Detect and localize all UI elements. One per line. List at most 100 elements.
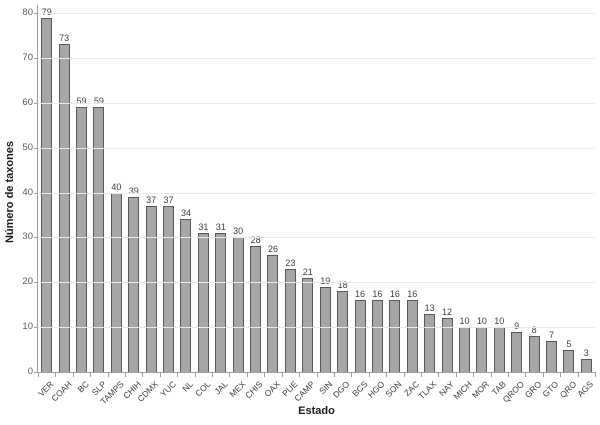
bar-yuc xyxy=(163,205,175,372)
x-tick-label: JAL xyxy=(212,379,230,397)
bar-jal xyxy=(215,232,227,372)
x-axis-tick xyxy=(386,373,388,377)
bar-value-label: 34 xyxy=(180,208,191,219)
gridline xyxy=(38,13,595,14)
x-axis-tick xyxy=(194,373,196,377)
bar-sin xyxy=(319,286,331,372)
x-tick-label: COL xyxy=(192,379,213,399)
x-tick-label: MOR xyxy=(469,379,491,401)
y-tick-label: 20 xyxy=(22,276,33,288)
x-axis-tick xyxy=(420,373,422,377)
bar-value-label: 37 xyxy=(146,194,157,205)
bar-slot: 8 xyxy=(525,325,542,372)
bar-slot: 40 xyxy=(108,182,125,372)
y-axis-tick xyxy=(34,372,38,373)
y-axis-tick xyxy=(34,327,38,329)
bar-tab xyxy=(493,327,505,372)
x-axis-tick xyxy=(351,373,353,377)
x-axis-tick xyxy=(142,373,144,377)
y-tick-label: 10 xyxy=(22,321,33,333)
bar-ver xyxy=(41,17,53,372)
bar-slot: 23 xyxy=(282,258,299,372)
bar-value-label: 21 xyxy=(302,266,313,277)
bar-slot: 12 xyxy=(438,307,455,372)
x-axis-tick xyxy=(177,373,179,377)
x-axis-tick xyxy=(577,373,579,377)
bar-value-label: 30 xyxy=(233,226,244,237)
bar-slot: 16 xyxy=(386,289,403,372)
x-tick-label: DGO xyxy=(330,379,352,400)
x-axis-line xyxy=(38,372,596,373)
bar-value-label: 26 xyxy=(267,244,278,255)
bar-slot: 5 xyxy=(560,339,577,372)
bar-slot: 30 xyxy=(229,226,246,372)
x-axis-tick xyxy=(299,373,301,377)
x-axis-tick xyxy=(125,373,127,377)
y-axis-line xyxy=(37,5,38,373)
bar-value-label: 10 xyxy=(476,316,487,327)
bar-slot: 10 xyxy=(456,316,473,372)
x-axis-tick xyxy=(403,373,405,377)
bar-bcs xyxy=(354,300,366,372)
bar-mich xyxy=(458,327,470,372)
bar-nl xyxy=(180,219,192,372)
bar-cdmx xyxy=(145,205,157,372)
plot-area: 79 73 59 59 40 39 37 37 34 31 31 30 28 26 23 21 19 18 16 16… xyxy=(38,7,595,372)
gridline xyxy=(38,57,595,59)
bar-col xyxy=(197,232,209,372)
bar-slot: 13 xyxy=(421,303,438,372)
bar-slot: 73 xyxy=(55,33,72,372)
bar-hgo xyxy=(371,300,383,372)
gridline xyxy=(38,102,595,104)
x-axis-tick xyxy=(560,373,562,377)
bar-oax xyxy=(267,255,279,372)
bar-value-label: 16 xyxy=(355,289,366,300)
x-axis-tick xyxy=(595,373,596,377)
bar-slot: 18 xyxy=(334,280,351,372)
gridline xyxy=(38,237,595,239)
bar-slot: 59 xyxy=(73,96,90,372)
bar-slot: 28 xyxy=(247,235,264,372)
x-axis-tick xyxy=(55,373,57,377)
x-tick-label: TLAX xyxy=(416,379,439,402)
x-axis-title: Estado xyxy=(298,405,335,417)
x-axis-tick xyxy=(490,373,492,377)
x-tick-label: MEX xyxy=(227,379,248,400)
bar-qro xyxy=(563,349,575,372)
x-axis-tick xyxy=(473,373,475,377)
bar-slot: 7 xyxy=(543,330,560,372)
bar-dgo xyxy=(337,291,349,372)
x-tick-label: QRO xyxy=(557,379,578,400)
bar-slot: 26 xyxy=(264,244,281,372)
y-tick-label: 70 xyxy=(22,51,33,63)
y-tick-label: 80 xyxy=(22,7,33,18)
x-tick-label: HGO xyxy=(365,379,387,400)
bar-value-label: 39 xyxy=(128,186,139,196)
y-axis-tick xyxy=(34,237,38,239)
bar-slot: 59 xyxy=(90,96,107,372)
gridline xyxy=(38,192,595,194)
bar-slot: 37 xyxy=(160,195,177,372)
bar-value-label: 28 xyxy=(250,235,261,246)
bar-camp xyxy=(302,277,314,372)
bar-son xyxy=(389,300,401,372)
x-axis-tick xyxy=(212,373,214,377)
gridline xyxy=(38,147,595,149)
bar-slot: 31 xyxy=(195,222,212,372)
x-axis-tick xyxy=(455,373,457,377)
x-axis-tick xyxy=(438,373,440,377)
x-axis-tick xyxy=(90,373,92,377)
bar-qroo xyxy=(511,331,523,372)
x-axis-tick xyxy=(246,373,248,377)
x-axis-tick xyxy=(542,373,544,377)
bars-row: 79 73 59 59 40 39 37 37 34 31 31 30 28 26 23 21 19 18 16 16… xyxy=(38,7,595,372)
y-axis-tick xyxy=(34,57,38,59)
bar-value-label: 19 xyxy=(320,275,331,286)
bar-slot: 3 xyxy=(578,348,595,372)
x-tick-label: BCS xyxy=(349,379,370,399)
x-axis-tick xyxy=(38,373,39,377)
bar-value-label: 16 xyxy=(407,289,418,300)
bar-tlax xyxy=(424,313,436,372)
bar-slot: 37 xyxy=(142,195,159,372)
bar-gto xyxy=(545,340,557,372)
